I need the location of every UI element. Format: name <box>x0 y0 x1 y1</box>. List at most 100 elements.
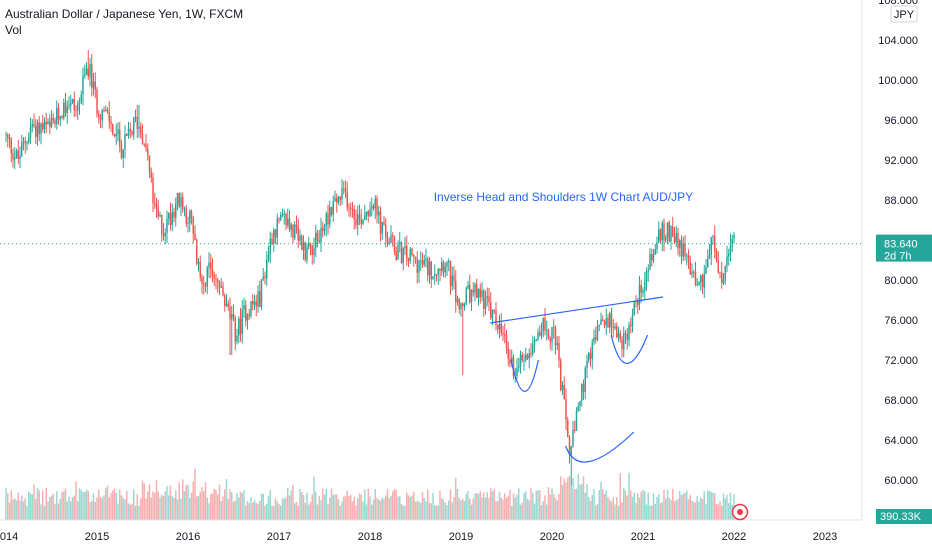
candle-body <box>274 229 277 238</box>
volume-bar <box>427 489 429 520</box>
candle-body <box>84 74 86 76</box>
candle-body <box>397 244 399 260</box>
volume-tag[interactable] <box>876 509 932 524</box>
volume-bar <box>707 490 709 520</box>
candle-body <box>432 276 434 280</box>
volume-label[interactable]: Vol <box>5 23 22 37</box>
volume-bar <box>301 492 303 520</box>
candle-body <box>231 313 233 320</box>
volume-bar <box>400 503 403 520</box>
pattern-annotation[interactable]: Inverse Head and Shoulders 1W Chart AUD/… <box>434 190 693 204</box>
candle-body <box>229 306 231 320</box>
candle-body <box>103 110 105 112</box>
volume-layer <box>5 468 735 520</box>
volume-bar <box>701 498 704 520</box>
drawings-layer[interactable] <box>490 296 664 463</box>
volume-bar <box>302 494 305 520</box>
candle-body <box>693 271 695 273</box>
volume-bar <box>203 491 205 520</box>
volume-bar <box>127 503 130 520</box>
chart-title[interactable]: Australian Dollar / Japanese Yen, 1W, FX… <box>5 7 244 21</box>
volume-bar <box>178 482 180 520</box>
volume-bar <box>194 468 196 520</box>
volume-bar <box>140 498 142 520</box>
volume-bar <box>467 490 469 520</box>
candle-body <box>330 207 333 215</box>
candle-body <box>712 236 714 238</box>
volume-bar <box>540 505 543 520</box>
candle-body <box>630 324 632 327</box>
candle-body <box>539 332 541 336</box>
volume-bar <box>591 494 593 520</box>
volume-bar <box>668 497 670 520</box>
candle-body <box>257 291 259 307</box>
volume-bar <box>232 501 235 520</box>
candle-body <box>75 109 77 111</box>
candle-body <box>724 265 726 280</box>
volume-bar <box>362 501 364 520</box>
candle-body <box>175 203 177 218</box>
price-axis-background <box>862 0 932 550</box>
candle-body <box>357 214 359 226</box>
volume-bar <box>390 495 392 520</box>
volume-bar <box>521 502 523 520</box>
candle-body <box>157 207 159 217</box>
head-arc[interactable] <box>565 431 635 463</box>
candle-body <box>276 218 278 238</box>
neckline-trendline[interactable] <box>490 296 664 324</box>
volume-bar <box>497 501 499 520</box>
candle-body <box>99 116 102 120</box>
volume-bar <box>642 489 644 520</box>
volume-bar <box>624 490 627 520</box>
volume-bar <box>379 500 382 520</box>
candle-body <box>551 327 553 342</box>
candle-body <box>525 354 527 360</box>
candle-body <box>584 367 586 392</box>
right-shoulder-arc[interactable] <box>610 334 649 365</box>
currency-badge[interactable] <box>890 5 918 23</box>
volume-bar <box>476 492 478 520</box>
candle-body <box>343 188 345 190</box>
candle-body <box>544 317 546 331</box>
candle-body <box>624 333 627 335</box>
candle-body <box>684 243 686 257</box>
volume-bar <box>101 498 103 520</box>
volume-bar <box>381 497 383 520</box>
left-shoulder-arc[interactable] <box>510 359 539 392</box>
volume-bar <box>374 489 376 520</box>
volume-bar <box>439 490 441 520</box>
candle-body <box>197 262 200 264</box>
candle-body <box>456 299 459 303</box>
candle-body <box>533 340 536 345</box>
volume-bar <box>288 495 291 520</box>
candle-body <box>166 218 168 233</box>
candle-body <box>581 383 583 401</box>
volume-bar <box>332 494 334 520</box>
last-price-tag[interactable] <box>876 234 932 262</box>
candle-body <box>155 203 158 208</box>
volume-bar <box>645 504 648 520</box>
candle-body <box>252 301 254 305</box>
candle-body <box>497 325 499 330</box>
x-tick-label: 2015 <box>85 531 109 543</box>
volume-bar <box>378 499 380 520</box>
volume-bar <box>621 502 623 520</box>
candle-body <box>245 305 247 321</box>
candle-body <box>80 94 82 103</box>
candle-body <box>61 116 63 118</box>
volume-bar <box>607 497 609 520</box>
volume-bar <box>134 505 137 520</box>
volume-bar <box>462 498 464 520</box>
volume-bar <box>677 498 679 520</box>
candle-body <box>371 206 373 209</box>
volume-bar <box>514 497 516 520</box>
volume-bar <box>285 497 287 520</box>
candle-body <box>15 150 18 158</box>
volume-bar <box>253 500 256 520</box>
y-tick-label: 92.000 <box>884 155 918 167</box>
volume-bar <box>703 490 705 520</box>
candle-body <box>435 274 438 276</box>
volume-bar <box>665 498 667 520</box>
volume-bar <box>308 504 310 520</box>
